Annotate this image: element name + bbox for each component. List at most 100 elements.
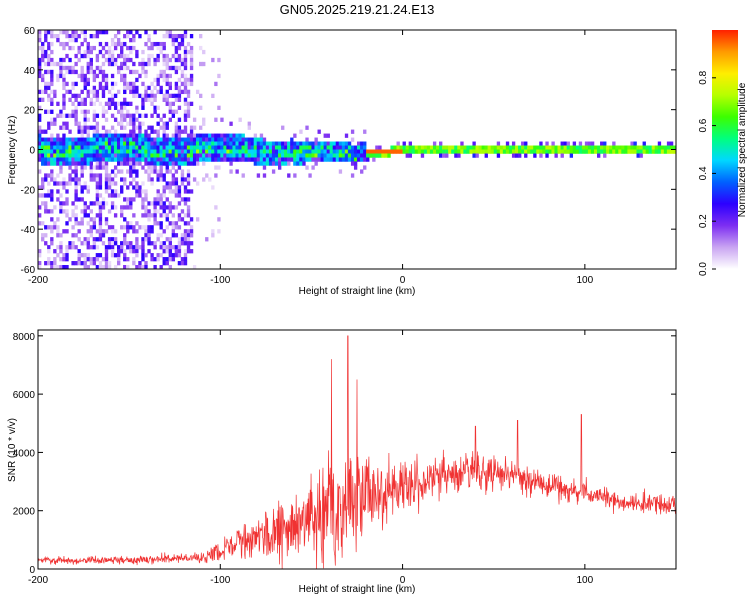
spectrogram-cell [223, 149, 227, 154]
spectrogram-cell [74, 205, 78, 210]
spectrogram-cell [89, 225, 93, 230]
spectrogram-cell [186, 145, 191, 150]
spectrogram-cell [80, 149, 84, 154]
spectrogram-cell [86, 213, 90, 218]
spectrogram-cell [123, 133, 127, 138]
spectrogram-cell [56, 225, 60, 230]
spectrogram-cell [86, 81, 90, 87]
spectrogram-cell [110, 189, 115, 194]
spectrogram-cell [180, 137, 185, 142]
spectrogram-cell [165, 101, 169, 106]
spectrogram-cell [95, 197, 100, 202]
x-tick-label: 100 [577, 575, 594, 586]
spectrogram-cell [168, 181, 172, 186]
spectrogram-cell [320, 141, 324, 146]
spectrogram-cell [50, 121, 54, 126]
spectrogram-cell [41, 237, 45, 242]
spectrogram-cell [56, 113, 60, 118]
spectrogram-cell [402, 149, 406, 154]
spectrogram-cell [147, 225, 151, 230]
spectrogram-cell [217, 149, 221, 154]
spectrogram-cell [59, 169, 63, 174]
spectrogram-cell [162, 125, 166, 130]
spectrogram-cell [159, 125, 163, 130]
spectrogram-cell [41, 221, 45, 226]
spectrogram-cell [153, 197, 157, 202]
spectrogram-cell [89, 49, 93, 55]
spectrogram-cell [135, 237, 139, 242]
spectrogram-cell [195, 181, 200, 186]
spectrogram-cell [183, 117, 188, 122]
spectrogram-cell [153, 109, 157, 114]
spectrogram-cell [74, 61, 78, 67]
spectrogram-cell [612, 141, 616, 146]
spectrogram-cell [545, 149, 549, 154]
spectrogram-cell [584, 141, 589, 146]
spectrogram-cell [80, 173, 84, 178]
spectrogram-cell [244, 141, 248, 146]
spectrogram-cell [50, 30, 54, 35]
spectrogram-cell [199, 141, 203, 146]
spectrogram-cell [141, 249, 145, 254]
spectrogram-cell [557, 149, 561, 154]
spectrogram-cell [472, 153, 476, 158]
spectrogram-cell [165, 73, 169, 79]
spectrogram-cell [150, 229, 154, 234]
spectrogram-cell [110, 41, 115, 47]
spectrogram-cell [50, 33, 54, 39]
spectrogram-cell [92, 153, 97, 158]
spectrogram-cell [74, 53, 78, 59]
spectrogram-cell [147, 61, 151, 67]
spectrogram-cell [68, 161, 72, 166]
spectrogram-cell [177, 189, 182, 194]
spectrogram-cell [165, 61, 169, 67]
spectrogram-cell [208, 157, 212, 162]
spectrogram-cell [214, 173, 218, 178]
spectrogram-cell [223, 141, 227, 146]
spectrogram-cell [83, 30, 87, 35]
spectrogram-cell [162, 137, 166, 142]
spectrogram-cell [98, 193, 103, 198]
spectrogram-cell [59, 165, 63, 170]
spectrogram-cell [132, 69, 136, 75]
spectrogram-cell [274, 149, 279, 154]
spectrogram-cell [156, 129, 160, 134]
spectrogram-cell [472, 149, 476, 154]
spectrogram-cell [205, 137, 209, 142]
spectrogram-cell [439, 145, 443, 150]
spectrogram-cell [68, 173, 72, 178]
spectrogram-cell [180, 73, 185, 79]
spectrogram-cell [603, 153, 607, 158]
spectrogram-cell [47, 137, 51, 142]
spectrogram-cell [417, 145, 422, 150]
spectrogram-cell [189, 65, 194, 71]
spectrogram-cell [508, 149, 513, 154]
spectrogram-cell [514, 149, 519, 154]
spectrogram-cell [326, 141, 330, 146]
spectrogram-cell [518, 149, 522, 154]
spectrogram-cell [217, 141, 221, 146]
spectrogram-cell [153, 85, 157, 91]
spectrogram-cell [135, 249, 139, 254]
spectrogram-cell [38, 169, 42, 174]
spectrogram-cell [107, 57, 112, 63]
spectrogram-cell [290, 145, 294, 150]
spectrogram-cell [271, 161, 276, 166]
spectrogram-cell [360, 141, 364, 146]
spectrogram-cell [183, 221, 188, 226]
spectrogram-cell [363, 153, 367, 158]
spectrogram-cell [98, 209, 103, 214]
spectrogram-cell [83, 241, 87, 246]
spectrogram-cell [101, 141, 106, 146]
spectrogram-cell [156, 73, 160, 79]
spectrogram-cell [129, 81, 133, 87]
spectrogram-cell [138, 157, 142, 162]
spectrogram-cell [174, 205, 179, 210]
spectrogram-cell [180, 145, 185, 150]
y-tick-label: 8000 [13, 332, 36, 343]
spectrogram-cell [68, 69, 72, 75]
spectrogram-cell [211, 137, 215, 142]
spectrogram-cell [159, 173, 163, 178]
spectrogram-cell [86, 237, 90, 242]
spectrogram-cell [126, 157, 130, 162]
